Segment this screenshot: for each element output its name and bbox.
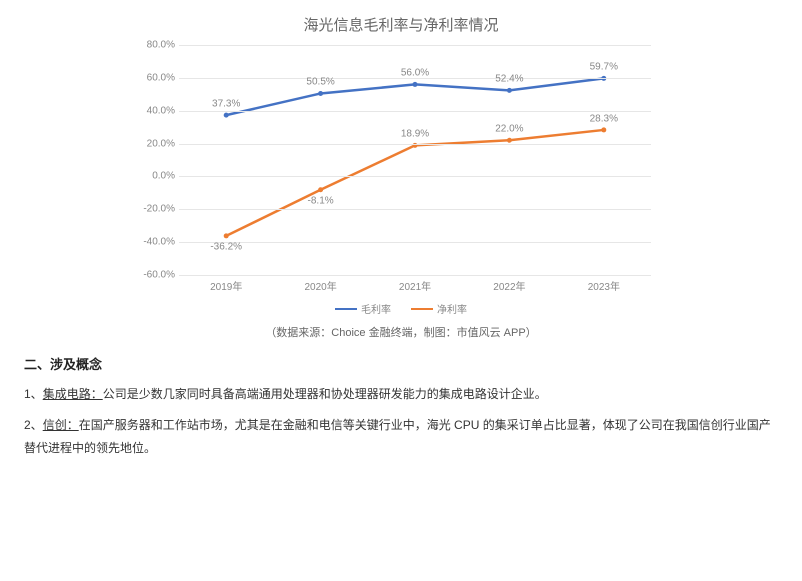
chart-series-marker [507, 138, 512, 143]
chart-xtick-label: 2020年 [273, 278, 367, 293]
chart-ytick-label: 20.0% [141, 138, 175, 149]
chart-ytick-label: -40.0% [141, 237, 175, 248]
chart-ytick-label: 0.0% [141, 171, 175, 182]
chart-point-label: 50.5% [306, 77, 334, 88]
chart-gridline [179, 242, 651, 243]
chart-xtick-label: 2023年 [557, 278, 651, 293]
concept-item-2: 2、信创：在国产服务器和工作站市场，尤其是在金融和电信等关键行业中，海光 CPU… [24, 414, 778, 460]
concept-item-1: 1、集成电路：公司是少数几家同时具备高端通用处理器和协处理器研发能力的集成电路设… [24, 383, 778, 406]
concept-label: 信创： [43, 418, 79, 432]
chart-series-marker [507, 88, 512, 93]
chart-point-label: 28.3% [590, 113, 618, 124]
chart-legend-swatch [411, 308, 433, 310]
chart-point-label: 22.0% [495, 124, 523, 135]
chart-gridline [179, 45, 651, 46]
concept-prefix: 2、 [24, 418, 43, 432]
concept-prefix: 1、 [24, 387, 43, 401]
chart-series-marker [318, 91, 323, 96]
chart-series-marker [413, 82, 418, 87]
chart-point-label: 56.0% [401, 68, 429, 79]
chart-ytick-label: 60.0% [141, 72, 175, 83]
chart-lines-svg [179, 45, 651, 275]
chart-series-marker [224, 113, 229, 118]
chart-gridline [179, 209, 651, 210]
chart-ytick-label: 40.0% [141, 105, 175, 116]
chart-series-marker [601, 127, 606, 132]
chart-plot-area: 2019年2020年2021年2022年2023年 -60.0%-40.0%-2… [179, 45, 651, 275]
chart-point-label: 37.3% [212, 99, 240, 110]
chart-point-label: -36.2% [210, 241, 242, 252]
chart-xtick-label: 2019年 [179, 278, 273, 293]
chart-ytick-label: -20.0% [141, 204, 175, 215]
chart-series-marker [224, 233, 229, 238]
chart-legend-label: 净利率 [437, 301, 467, 316]
section-heading: 二、涉及概念 [24, 354, 778, 373]
chart-gridline [179, 144, 651, 145]
concept-text: 在国产服务器和工作站市场，尤其是在金融和电信等关键行业中，海光 CPU 的集采订… [24, 418, 771, 455]
chart-point-label: 59.7% [590, 62, 618, 73]
chart-container: 海光信息毛利率与净利率情况 2019年2020年2021年2022年2023年 … [141, 14, 661, 316]
chart-legend-item: 净利率 [411, 301, 467, 316]
chart-gridline [179, 111, 651, 112]
chart-xaxis: 2019年2020年2021年2022年2023年 [179, 278, 651, 293]
chart-xtick-label: 2021年 [368, 278, 462, 293]
chart-point-label: 18.9% [401, 129, 429, 140]
chart-point-label: -8.1% [308, 195, 334, 206]
chart-legend-swatch [335, 308, 357, 310]
chart-gridline [179, 275, 651, 276]
chart-series-marker [318, 187, 323, 192]
chart-point-label: 52.4% [495, 74, 523, 85]
concept-text: 公司是少数几家同时具备高端通用处理器和协处理器研发能力的集成电路设计企业。 [103, 387, 547, 401]
chart-legend: 毛利率 净利率 [141, 301, 661, 316]
chart-caption: （数据来源：Choice 金融终端，制图：市值风云 APP） [0, 324, 802, 340]
chart-ytick-label: -60.0% [141, 270, 175, 281]
chart-ytick-label: 80.0% [141, 40, 175, 51]
concept-label: 集成电路： [43, 387, 103, 401]
chart-xtick-label: 2022年 [462, 278, 556, 293]
chart-legend-item: 毛利率 [335, 301, 391, 316]
chart-title: 海光信息毛利率与净利率情况 [141, 14, 661, 35]
chart-gridline [179, 176, 651, 177]
chart-legend-label: 毛利率 [361, 301, 391, 316]
